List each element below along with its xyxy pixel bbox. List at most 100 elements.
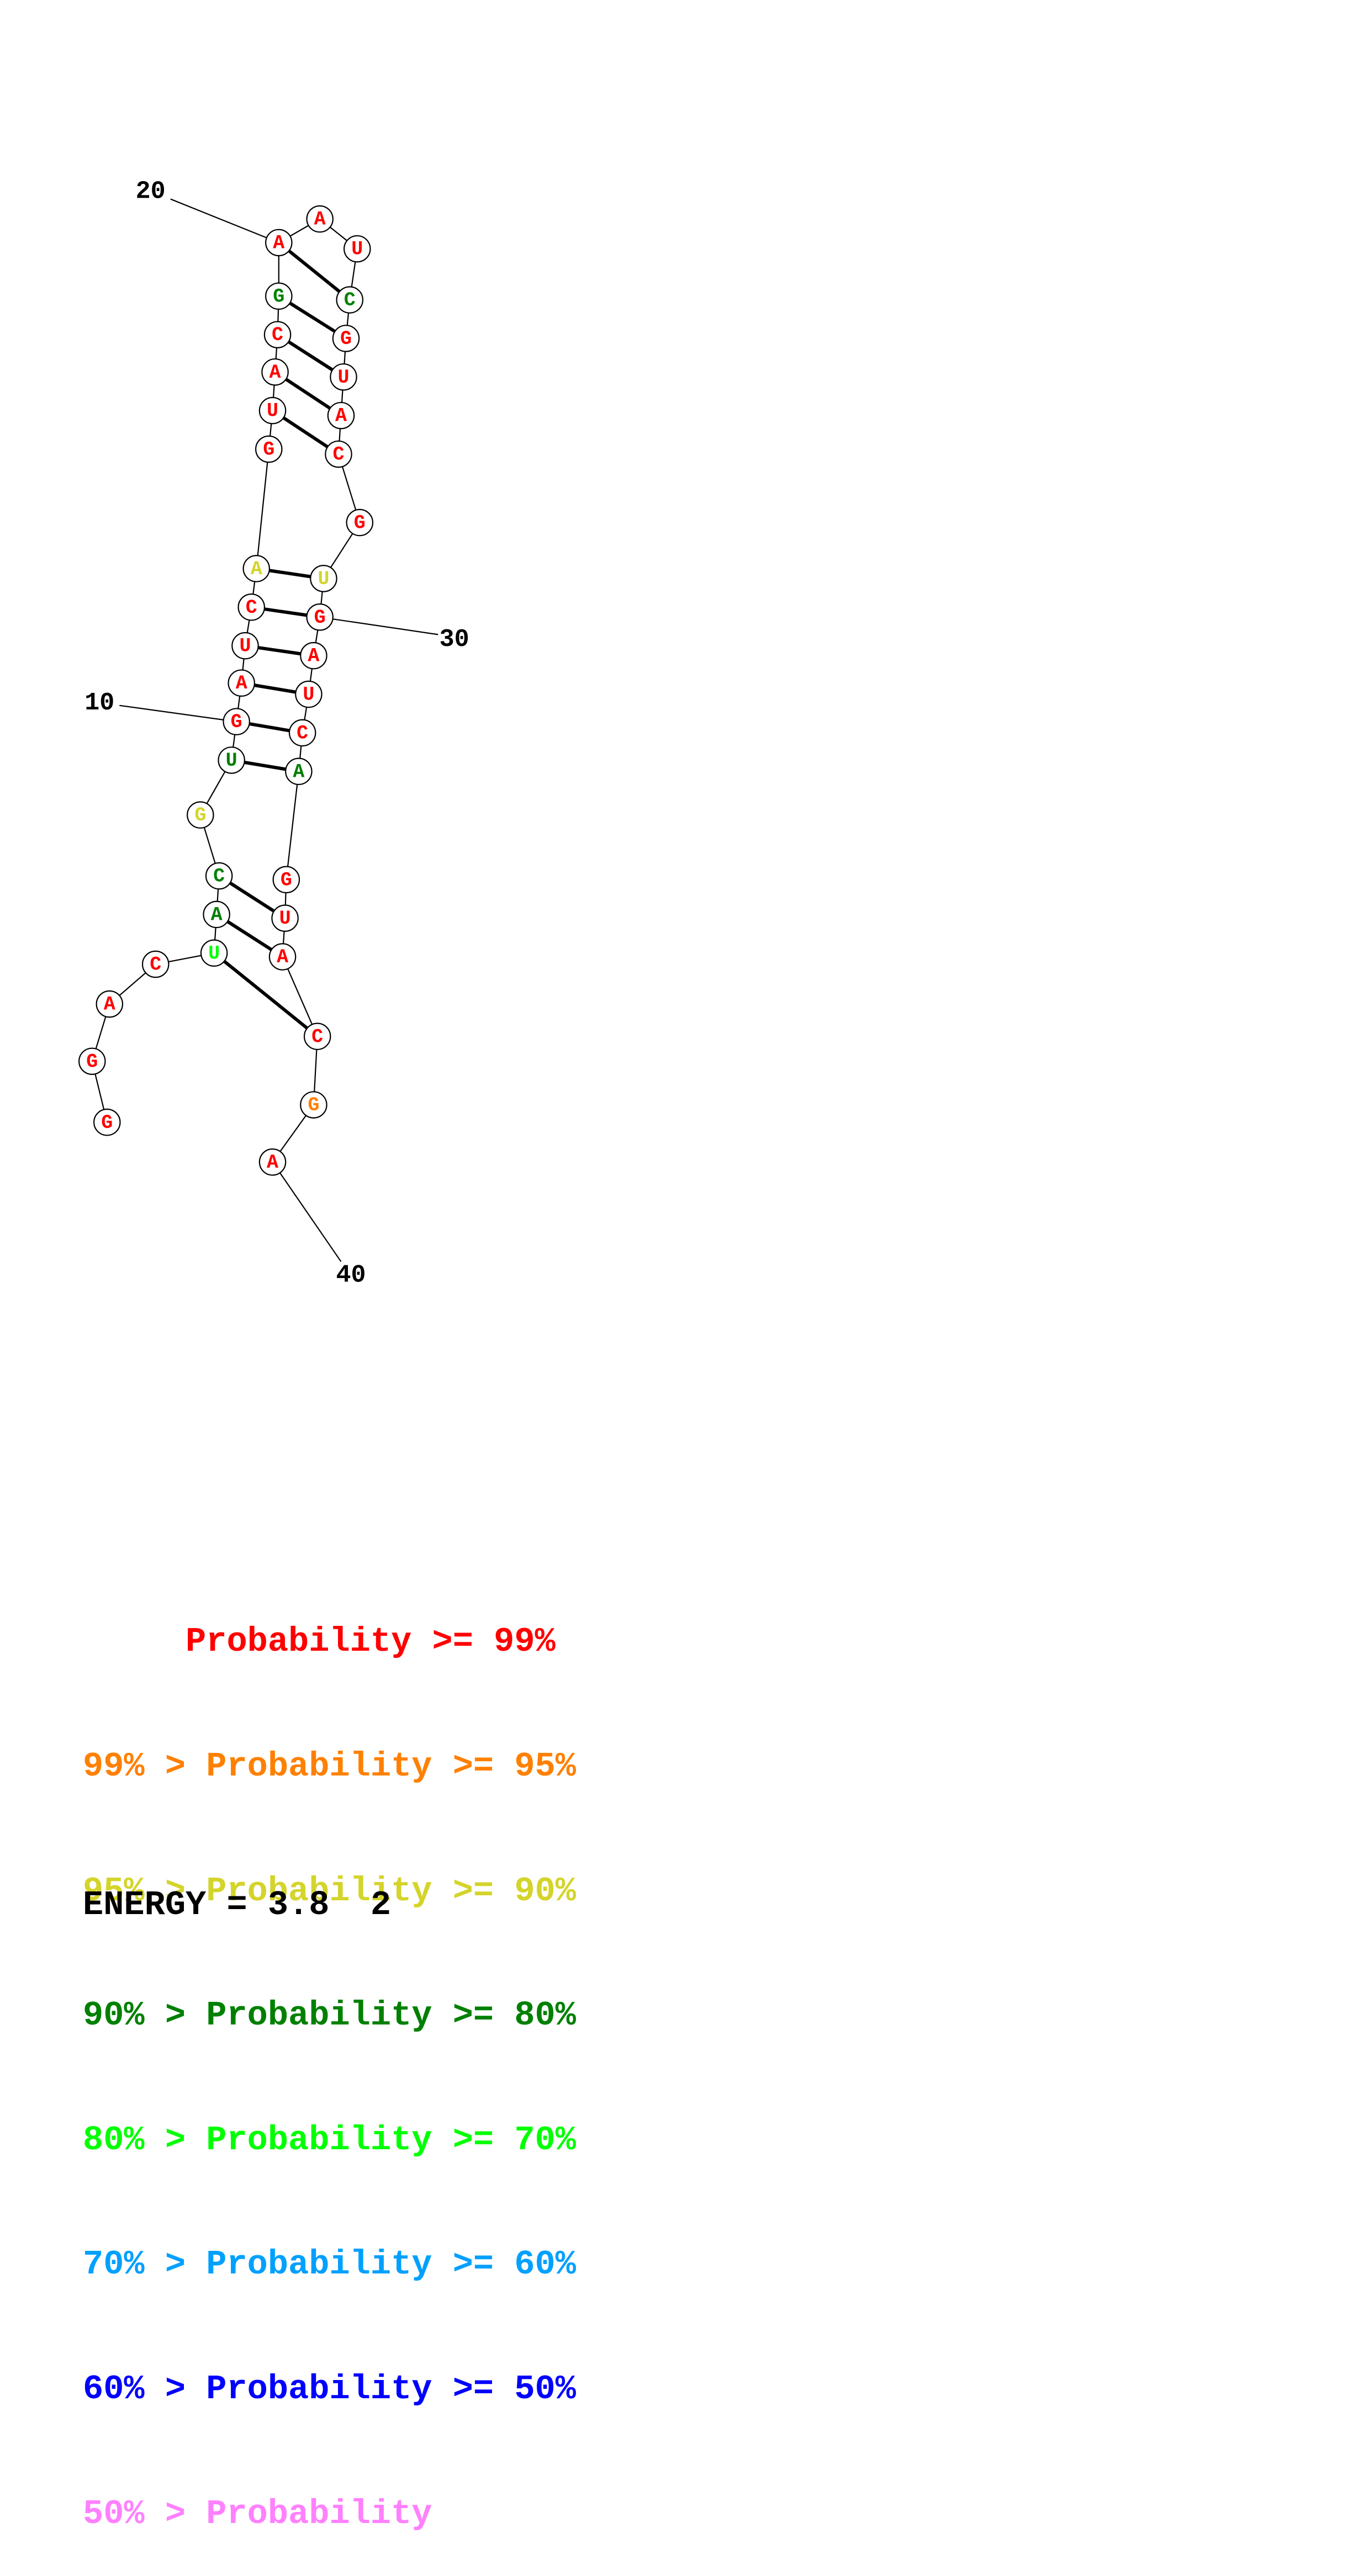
nucleotide-letter: G xyxy=(263,439,274,461)
legend-row-99: Probability >= 99% xyxy=(83,1622,556,1662)
nucleotide-circle xyxy=(310,565,337,592)
nucleotide-circle xyxy=(300,642,327,670)
nucleotide-letter: C xyxy=(332,444,344,466)
nucleotide-letter: G xyxy=(101,1112,113,1134)
nucleotide-3: A xyxy=(96,990,124,1018)
base-pair-bond xyxy=(223,960,309,1030)
nucleotide-circle xyxy=(303,1022,331,1051)
nucleotide-circle xyxy=(78,1047,106,1075)
nucleotide-circle xyxy=(272,866,300,894)
nucleotide-circle xyxy=(141,950,170,978)
base-pair-bond xyxy=(229,881,275,913)
nucleotide-letter: U xyxy=(239,635,251,658)
nucleotide-circle xyxy=(203,900,230,929)
nucleotide-9: U xyxy=(218,746,245,774)
position-labels: 10 20 30 40 xyxy=(84,178,469,1290)
nucleotide-circle xyxy=(343,235,371,263)
nucleotide-circle xyxy=(237,593,265,621)
legend-row-below-50: 50% > Probability xyxy=(83,2494,432,2533)
nucleotide-circle xyxy=(330,363,357,391)
nucleotide-33: C xyxy=(288,719,316,747)
nucleotide-circle xyxy=(295,680,323,708)
nucleotide-letter: G xyxy=(314,607,326,629)
nucleotide-circle xyxy=(306,205,334,233)
nucleotide-19: G xyxy=(265,282,293,310)
nucleotide-letter: A xyxy=(293,761,304,783)
nucleotide-circle xyxy=(93,1109,121,1136)
nucleotide-letter: A xyxy=(314,209,326,231)
nucleotide-26: A xyxy=(327,401,355,430)
base-pair-bonds xyxy=(223,249,341,1030)
label-leader-line xyxy=(119,704,237,723)
nucleotide-circle xyxy=(205,862,233,890)
nucleotide-24: G xyxy=(332,325,360,352)
base-pair-bond xyxy=(249,722,290,733)
nucleotide-circle xyxy=(332,325,360,352)
nucleotide-circle xyxy=(306,603,334,631)
nucleotide-16: U xyxy=(258,396,287,425)
nucleotide-15: G xyxy=(255,435,283,463)
nucleotide-circle xyxy=(261,358,289,386)
nucleotide-letter: G xyxy=(194,804,206,826)
backbone-segment xyxy=(256,449,269,569)
legend-row-50: 60% > Probability >= 50% xyxy=(83,2369,576,2409)
nucleotide-21: A xyxy=(306,205,334,233)
legend-row-95: 99% > Probability >= 95% xyxy=(83,1747,576,1786)
base-pair-bond xyxy=(257,646,301,656)
nucleotide-39: G xyxy=(300,1091,327,1119)
nucleotide-circle xyxy=(228,669,255,697)
nucleotide-letter: G xyxy=(354,512,366,534)
nucleotide-circle xyxy=(288,719,316,747)
nucleotide-letter: G xyxy=(308,1094,319,1116)
legend-row-70: 80% > Probability >= 70% xyxy=(83,2120,576,2160)
nucleotide-13: C xyxy=(237,593,265,621)
nucleotide-circle xyxy=(265,282,293,310)
nucleotide-circle xyxy=(268,943,297,971)
nucleotide-letter: A xyxy=(335,405,347,427)
nucleotide-letter: U xyxy=(337,367,349,389)
nucleotide-2: G xyxy=(78,1047,106,1075)
nucleotide-circle xyxy=(218,746,245,774)
nucleotide-17: A xyxy=(261,358,289,386)
backbone-segment xyxy=(286,771,299,880)
base-pair-bond xyxy=(282,416,329,449)
nucleotide-letter: C xyxy=(213,866,225,888)
nucleotide-letter: G xyxy=(86,1051,98,1073)
nucleotide-letter: U xyxy=(226,750,237,772)
energy-readout: ENERGY = 3.8 2 xyxy=(83,1885,392,1925)
nucleotide-6: A xyxy=(203,900,230,929)
probability-legend: Probability >= 99% 99% > Probability >= … xyxy=(83,1538,576,2576)
base-pair-bond xyxy=(289,301,336,333)
nucleotide-circle xyxy=(200,939,228,967)
base-pair-bond xyxy=(226,920,273,951)
label-leader-line xyxy=(170,198,279,243)
nucleotide-letter: C xyxy=(311,1026,323,1048)
nucleotide-circle xyxy=(325,440,352,468)
nucleotide-letter: A xyxy=(273,232,284,254)
nucleotide-circle xyxy=(285,757,313,786)
nucleotide-31: A xyxy=(300,642,327,670)
nucleotide-letter: A xyxy=(267,1152,278,1174)
position-label-40: 40 xyxy=(336,1261,366,1289)
nucleotide-circle xyxy=(187,801,214,829)
nucleotide-letter: A xyxy=(104,994,115,1016)
nucleotide-letter: A xyxy=(269,362,281,384)
nucleotide-34: A xyxy=(285,757,313,786)
nucleotide-circle xyxy=(258,1148,287,1176)
label-leader-line xyxy=(320,616,438,635)
nucleotide-letter: C xyxy=(344,289,356,311)
position-label-10: 10 xyxy=(84,689,114,717)
legend-row-80: 90% > Probability >= 80% xyxy=(83,1996,576,2036)
nucleotide-27: C xyxy=(325,440,352,468)
position-label-30: 30 xyxy=(440,626,469,654)
nucleotide-5: U xyxy=(200,939,228,967)
nucleotide-circle xyxy=(346,508,374,537)
nucleotide-22: U xyxy=(343,235,371,263)
nucleotide-35: G xyxy=(272,866,300,894)
nucleotide-40: A xyxy=(258,1148,287,1176)
nucleotide-11: A xyxy=(228,669,255,697)
backbone-segment xyxy=(282,956,318,1037)
base-pair-bond xyxy=(254,683,297,694)
nucleotide-36: U xyxy=(271,904,299,932)
nucleotide-circle xyxy=(336,286,364,314)
